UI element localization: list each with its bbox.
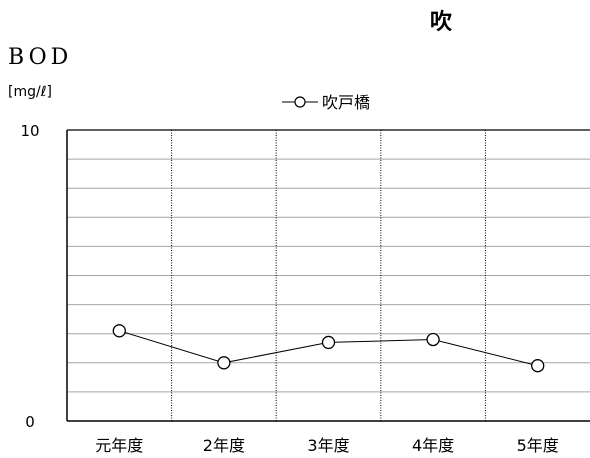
tick-labels: 0 10 元年度 2年度 3年度 4年度 5年度: [20, 122, 558, 455]
x-tick-label: 2年度: [203, 436, 245, 455]
grid: [67, 130, 590, 421]
data-point: [217, 356, 231, 370]
legend-label: 吹戸橋: [322, 93, 370, 112]
y-tick-label: 10: [20, 122, 39, 140]
axes: [66, 129, 590, 422]
legend-marker: [294, 96, 306, 108]
chart-title: 吹: [430, 9, 453, 35]
y-axis-unit: [mg/ℓ]: [8, 84, 52, 100]
data-point: [426, 332, 440, 347]
data-point: [112, 324, 126, 338]
y-axis-label: BOD: [8, 45, 72, 70]
x-tick-label: 4年度: [412, 436, 454, 455]
data-point: [321, 335, 336, 350]
data-point: [531, 359, 545, 373]
x-tick-label: 3年度: [307, 436, 349, 455]
x-tick-label: 5年度: [517, 436, 559, 455]
legend: 吹戸橋: [282, 93, 370, 112]
y-tick-label: 0: [25, 413, 35, 431]
x-tick-label: 元年度: [95, 436, 143, 455]
series-layer: [112, 324, 545, 373]
